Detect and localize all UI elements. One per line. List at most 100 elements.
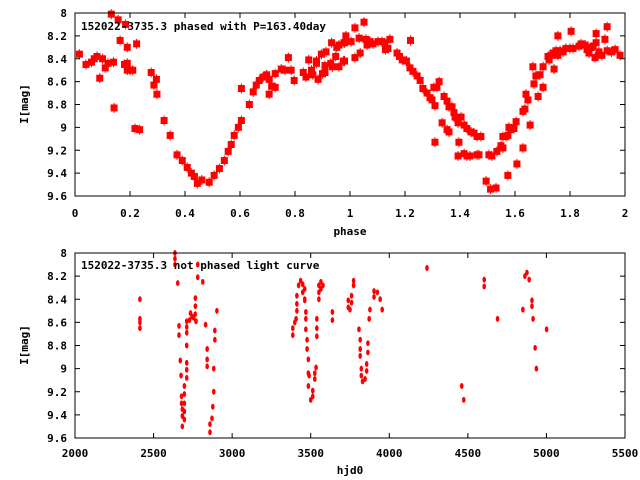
unphased-data-point [372, 288, 376, 295]
unphased-data-point [294, 315, 298, 322]
unphased-data-point [305, 336, 309, 343]
phased-y-label: I[mag] [18, 84, 31, 124]
unphased-data-point [211, 403, 215, 410]
phased-x-tick-label: 1.4 [450, 207, 470, 220]
unphased-data-point [459, 382, 464, 389]
unphased-x-tick-label: 2000 [62, 447, 89, 460]
unphased-data-point [530, 297, 534, 304]
unphased-data-point [295, 292, 299, 299]
unphased-data-point [544, 326, 549, 333]
unphased-data-point [367, 315, 371, 322]
unphased-data-point [182, 382, 187, 389]
phased-x-tick-label: 1.8 [560, 207, 580, 220]
unphased-data-point [193, 311, 198, 318]
unphased-data-point [461, 396, 466, 403]
unphased-data-point [359, 365, 364, 372]
phased-y-tick-label: 8.4 [47, 53, 67, 66]
unphased-data-point [304, 326, 308, 333]
phased-points [75, 9, 624, 195]
unphased-y-tick-label: 8.6 [47, 316, 67, 329]
unphased-data-point [358, 336, 363, 343]
unphased-data-point [184, 318, 189, 325]
unphased-data-point [351, 277, 356, 284]
phased-y-tick-label: 8.2 [47, 30, 67, 43]
unphased-data-point [210, 415, 214, 422]
unphased-data-point [306, 356, 311, 363]
phased-x-tick-label: 0 [72, 207, 79, 220]
unphased-data-point [180, 423, 185, 430]
unphased-data-point [215, 307, 219, 314]
unphased-data-point [495, 315, 500, 322]
unphased-data-point [177, 322, 181, 329]
unphased-y-tick-label: 8.2 [47, 270, 67, 283]
phased-x-tick-label: 0.6 [230, 207, 250, 220]
unphased-data-point [211, 365, 216, 372]
unphased-data-point [179, 400, 184, 407]
unphased-x-tick-label: 4000 [376, 447, 403, 460]
unphased-data-point [380, 306, 385, 313]
unphased-data-point [307, 372, 311, 379]
unphased-data-point [530, 303, 534, 310]
unphased-data-point [291, 325, 295, 332]
unphased-data-point [482, 276, 487, 283]
unphased-data-point [179, 372, 183, 379]
phased-y-tick-label: 9.2 [47, 144, 67, 157]
unphased-data-point [184, 342, 189, 349]
phased-x-tick-label: 1.2 [395, 207, 415, 220]
unphased-data-point [364, 361, 369, 367]
phased-ticks: 0 0.2 0.4 0.6 0.8 1 1.2 1.4 1.6 1.8 2 8 8.2 8.4 8.6 8.8… [47, 7, 628, 220]
unphased-data-point [195, 274, 200, 281]
unphased-data-point [304, 315, 308, 322]
unphased-data-point [533, 344, 537, 351]
unphased-data-point [173, 255, 177, 262]
unphased-data-point [182, 408, 187, 415]
unphased-data-point [177, 332, 181, 339]
phased-y-tick-label: 8.6 [47, 76, 67, 89]
unphased-data-point [378, 296, 382, 303]
unphased-data-point [349, 292, 354, 299]
unphased-x-tick-label: 3000 [219, 447, 246, 460]
phased-y-tick-label: 8 [60, 7, 67, 20]
unphased-data-point [291, 332, 295, 339]
unphased-data-point [295, 307, 299, 314]
unphased-data-point [310, 387, 315, 394]
unphased-x-tick-label: 5500 [612, 447, 639, 460]
unphased-data-point [306, 382, 311, 389]
phased-plot: 0 0.2 0.4 0.6 0.8 1 1.2 1.4 1.6 1.8 2 8 8.2 8.4 8.6 8.8… [18, 7, 628, 238]
unphased-x-tick-label: 5000 [533, 447, 560, 460]
unphased-data-point [375, 289, 380, 296]
unphased-data-point [187, 317, 192, 324]
unphased-data-point [138, 319, 142, 326]
unphased-data-point [366, 349, 370, 356]
unphased-data-point [302, 285, 307, 292]
unphased-data-point [310, 393, 315, 400]
unphased-plot-title: 152022-3735.3 not phased light curve [81, 259, 320, 272]
unphased-data-point [295, 300, 299, 307]
unphased-data-point [208, 429, 212, 436]
unphased-data-point [359, 372, 364, 379]
unphased-points [138, 250, 549, 436]
phased-y-tick-label: 9 [60, 121, 67, 134]
unphased-data-point [315, 325, 319, 332]
phased-plot-title: 152022-3735.3 phased with P=163.40day [81, 20, 326, 33]
phased-x-tick-label: 0.8 [285, 207, 305, 220]
unphased-data-point [425, 265, 429, 272]
unphased-x-tick-label: 2500 [140, 447, 167, 460]
unphased-y-tick-label: 9.4 [47, 409, 67, 422]
unphased-data-point [348, 306, 352, 313]
unphased-data-point [366, 340, 370, 347]
unphased-data-point [300, 281, 305, 288]
unphased-data-point [330, 308, 335, 315]
unphased-data-point [182, 400, 187, 407]
unphased-data-point [208, 421, 212, 428]
unphased-y-tick-label: 8.4 [47, 293, 67, 306]
unphased-x-tick-label: 4500 [455, 447, 482, 460]
unphased-data-point [531, 315, 535, 322]
unphased-data-point [525, 269, 529, 276]
unphased-data-point [482, 283, 487, 290]
unphased-data-point [205, 363, 209, 370]
unphased-data-point [313, 370, 317, 377]
unphased-y-tick-label: 9 [60, 363, 67, 376]
unphased-data-point [302, 297, 307, 304]
